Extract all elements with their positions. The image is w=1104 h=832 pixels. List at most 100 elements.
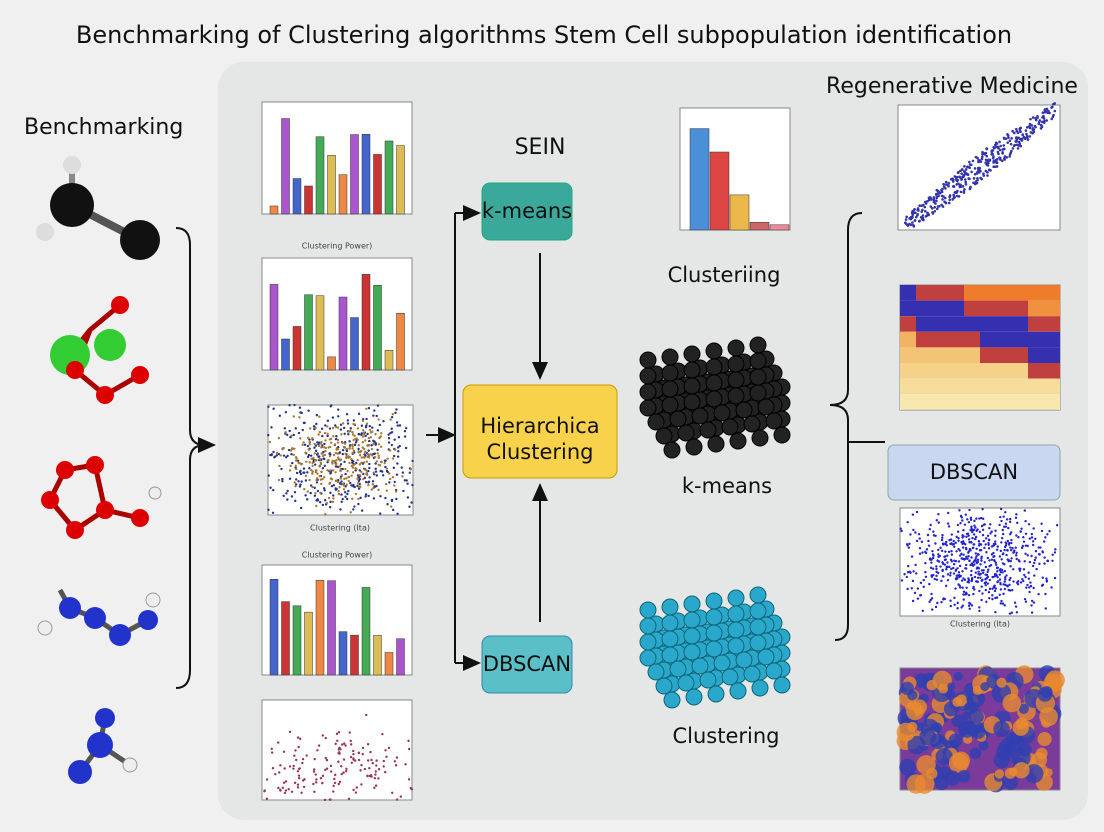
decoration: [916, 597, 920, 600]
decoration: [363, 476, 367, 480]
decoration: [338, 631, 348, 676]
decoration: [318, 501, 322, 504]
decoration: [362, 461, 366, 464]
decoration: [332, 484, 336, 487]
decoration: [968, 541, 971, 544]
decoration: [952, 539, 955, 543]
decoration: [926, 533, 930, 537]
decoration: [955, 550, 958, 553]
decoration: [983, 523, 986, 526]
decoration: [290, 434, 293, 437]
decoration: [900, 363, 916, 379]
decoration: [1000, 536, 1004, 540]
chart-title: Clustering Power): [302, 242, 373, 251]
decoration: [1023, 560, 1026, 563]
decoration: [344, 452, 347, 455]
decoration: [925, 767, 938, 780]
decoration: [765, 662, 783, 680]
decoration: [936, 205, 940, 208]
decoration: [270, 747, 273, 751]
decoration: [965, 535, 968, 538]
decoration: [1027, 523, 1031, 526]
decoration: [292, 178, 302, 215]
decoration: [900, 529, 903, 533]
decoration: [916, 285, 932, 301]
decoration: [961, 604, 965, 607]
decoration: [991, 575, 994, 579]
decoration: [1008, 520, 1012, 524]
decoration: [269, 486, 272, 489]
decoration: [1006, 539, 1010, 543]
decoration: [334, 471, 337, 474]
decoration: [350, 458, 353, 461]
decoration: [374, 784, 378, 787]
decoration: [915, 510, 919, 514]
decoration: [355, 437, 358, 440]
decoration: [1044, 378, 1060, 395]
decoration: [339, 463, 343, 466]
decoration: [1026, 583, 1029, 587]
decoration: [1024, 519, 1027, 523]
decoration: [314, 449, 318, 453]
decoration: [267, 474, 270, 477]
decoration: [992, 155, 995, 158]
decoration: [364, 439, 367, 442]
decoration: [943, 555, 946, 558]
decoration: [749, 586, 767, 604]
decoration: [348, 731, 351, 734]
decoration: [402, 489, 405, 493]
decoration: [957, 571, 961, 574]
decoration: [281, 479, 284, 483]
decoration: [1010, 611, 1014, 614]
decoration: [932, 722, 943, 733]
decoration: [945, 568, 948, 571]
decoration: [1011, 547, 1014, 550]
decoration: [338, 482, 342, 485]
decoration: [900, 285, 916, 301]
decoration: [1011, 588, 1014, 592]
decoration: [283, 791, 287, 795]
decoration: [326, 469, 329, 472]
decoration: [320, 452, 323, 455]
decoration: [323, 453, 327, 457]
decoration: [1041, 111, 1045, 114]
decoration: [931, 549, 934, 553]
decoration: [347, 433, 350, 436]
decoration: [967, 593, 971, 597]
decoration: [1043, 119, 1046, 123]
decoration: [348, 461, 351, 465]
decoration: [915, 572, 918, 575]
decoration: [1022, 568, 1026, 571]
decoration: [727, 621, 745, 639]
decoration: [757, 398, 775, 416]
decoration: [910, 587, 914, 590]
decoration: [655, 427, 673, 445]
decoration: [297, 776, 301, 780]
decoration: [979, 543, 983, 546]
decoration: [1028, 126, 1032, 130]
decoration: [267, 508, 270, 511]
decoration: [290, 495, 294, 498]
decoration: [961, 542, 964, 546]
decoration: [946, 511, 950, 515]
decoration: [988, 587, 992, 591]
decoration: [721, 418, 739, 436]
decoration: [1044, 363, 1060, 379]
decoration: [975, 561, 978, 565]
decoration: [347, 489, 350, 493]
decoration: [372, 486, 375, 490]
decoration: [996, 378, 1012, 395]
decoration: [351, 466, 355, 469]
decoration: [324, 513, 327, 516]
decoration: [328, 427, 332, 430]
decoration: [1043, 562, 1046, 565]
decoration: [288, 469, 292, 472]
decoration: [980, 378, 996, 395]
decoration: [1028, 590, 1031, 594]
decoration: [727, 371, 745, 389]
decoration: [971, 530, 974, 534]
decoration: [993, 559, 996, 563]
decoration: [900, 394, 916, 410]
decoration: [361, 446, 364, 449]
decoration: [348, 445, 351, 449]
